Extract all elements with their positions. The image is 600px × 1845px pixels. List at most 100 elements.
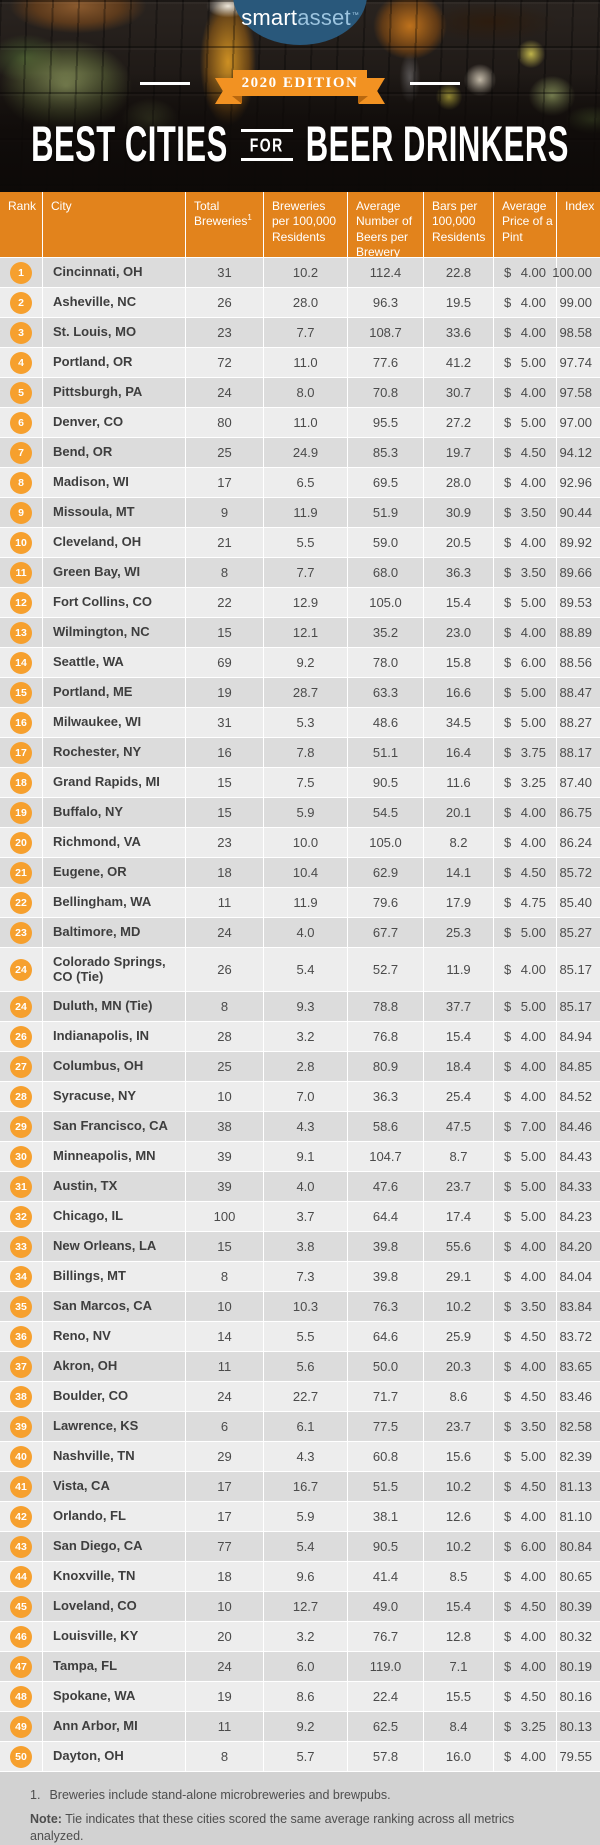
avg-beers-per-brewery-cell: 47.6: [348, 1172, 423, 1201]
breweries-per-100k-cell: 28.0: [264, 288, 347, 317]
column-header-bars: Bars per 100,000 Residents: [424, 192, 493, 257]
table-row: 12 Fort Collins, CO 22 12.9 105.0 15.4 $…: [0, 588, 600, 617]
price-group: $3.50: [504, 1299, 546, 1314]
pint-price-cell: $3.50: [494, 558, 556, 587]
pint-price-cell: $4.00: [494, 1082, 556, 1111]
avg-beers-per-brewery-cell: 35.2: [348, 618, 423, 647]
total-breweries-cell: 11: [186, 888, 263, 917]
dollar-sign: $: [504, 355, 512, 370]
price-group: $4.75: [504, 895, 546, 910]
rank-badge: 6: [10, 411, 32, 434]
table-row: 31 Austin, TX 39 4.0 47.6 23.7 $5.00 84.…: [0, 1172, 600, 1201]
bars-per-100k-cell: 10.2: [424, 1532, 493, 1561]
dollar-sign: $: [504, 415, 512, 430]
price-group: $4.00: [504, 265, 546, 280]
price-amount: 4.00: [520, 475, 546, 490]
breweries-per-100k-cell: 24.9: [264, 438, 347, 467]
avg-beers-per-brewery-cell: 95.5: [348, 408, 423, 437]
breweries-per-100k-cell: 9.3: [264, 992, 347, 1021]
price-amount: 5.00: [520, 1209, 546, 1224]
price-group: $4.50: [504, 1389, 546, 1404]
city-cell: Fort Collins, CO: [43, 588, 185, 617]
price-group: $4.00: [504, 1629, 546, 1644]
breweries-per-100k-cell: 7.5: [264, 768, 347, 797]
rank-cell: 14: [0, 648, 42, 677]
total-breweries-cell: 18: [186, 1562, 263, 1591]
price-amount: 4.50: [520, 1479, 546, 1494]
rank-badge: 24: [10, 958, 32, 981]
total-breweries-cell: 77: [186, 1532, 263, 1561]
avg-beers-per-brewery-cell: 50.0: [348, 1352, 423, 1381]
rank-badge: 32: [10, 1205, 32, 1228]
price-amount: 4.00: [520, 1629, 546, 1644]
pint-price-cell: $4.00: [494, 258, 556, 287]
rank-badge: 45: [10, 1595, 32, 1618]
pint-price-cell: $5.00: [494, 1172, 556, 1201]
breweries-per-100k-cell: 11.9: [264, 888, 347, 917]
breweries-per-100k-cell: 5.3: [264, 708, 347, 737]
avg-beers-per-brewery-cell: 22.4: [348, 1682, 423, 1711]
avg-beers-per-brewery-cell: 96.3: [348, 288, 423, 317]
breweries-per-100k-cell: 16.7: [264, 1472, 347, 1501]
price-amount: 4.00: [520, 1029, 546, 1044]
rank-cell: 21: [0, 858, 42, 887]
dollar-sign: $: [504, 925, 512, 940]
index-cell: 86.24: [557, 828, 600, 857]
avg-beers-per-brewery-cell: 62.5: [348, 1712, 423, 1741]
column-header-per100k: Breweries per 100,000 Residents: [264, 192, 347, 257]
dollar-sign: $: [504, 1329, 512, 1344]
rank-cell: 13: [0, 618, 42, 647]
bars-per-100k-cell: 16.0: [424, 1742, 493, 1771]
price-group: $5.00: [504, 355, 546, 370]
city-cell: Baltimore, MD: [43, 918, 185, 947]
dollar-sign: $: [504, 805, 512, 820]
bars-per-100k-cell: 22.8: [424, 258, 493, 287]
table-row: 6 Denver, CO 80 11.0 95.5 27.2 $5.00 97.…: [0, 408, 600, 437]
avg-beers-per-brewery-cell: 70.8: [348, 378, 423, 407]
column-header-price: Average Price of a Pint: [494, 192, 556, 257]
city-cell: San Francisco, CA: [43, 1112, 185, 1141]
city-cell: New Orleans, LA: [43, 1232, 185, 1261]
table-row: 7 Bend, OR 25 24.9 85.3 19.7 $4.50 94.12: [0, 438, 600, 467]
logo-text-asset: asset: [297, 5, 351, 30]
bars-per-100k-cell: 28.0: [424, 468, 493, 497]
city-cell: Wilmington, NC: [43, 618, 185, 647]
price-amount: 5.00: [520, 685, 546, 700]
city-cell: Milwaukee, WI: [43, 708, 185, 737]
table-body: 1 Cincinnati, OH 31 10.2 112.4 22.8 $4.0…: [0, 258, 600, 1771]
price-group: $4.50: [504, 1479, 546, 1494]
table-row: 22 Bellingham, WA 11 11.9 79.6 17.9 $4.7…: [0, 888, 600, 917]
breweries-per-100k-cell: 6.5: [264, 468, 347, 497]
rank-cell: 32: [0, 1202, 42, 1231]
total-breweries-cell: 25: [186, 438, 263, 467]
bars-per-100k-cell: 12.8: [424, 1622, 493, 1651]
price-group: $4.00: [504, 475, 546, 490]
city-cell: Bellingham, WA: [43, 888, 185, 917]
avg-beers-per-brewery-cell: 57.8: [348, 1742, 423, 1771]
bars-per-100k-cell: 8.2: [424, 828, 493, 857]
table-row: 46 Louisville, KY 20 3.2 76.7 12.8 $4.00…: [0, 1622, 600, 1651]
total-breweries-cell: 14: [186, 1322, 263, 1351]
decorative-line-left: [140, 82, 190, 85]
total-breweries-cell: 15: [186, 618, 263, 647]
dollar-sign: $: [504, 715, 512, 730]
rank-badge: 18: [10, 771, 32, 794]
rank-badge: 2: [10, 291, 32, 314]
price-amount: 4.00: [520, 1509, 546, 1524]
rank-badge: 4: [10, 351, 32, 374]
total-breweries-cell: 26: [186, 288, 263, 317]
bars-per-100k-cell: 17.9: [424, 888, 493, 917]
rank-cell: 29: [0, 1112, 42, 1141]
index-cell: 80.65: [557, 1562, 600, 1591]
bars-per-100k-cell: 15.4: [424, 1022, 493, 1051]
city-cell: Grand Rapids, MI: [43, 768, 185, 797]
city-cell: Dayton, OH: [43, 1742, 185, 1771]
avg-beers-per-brewery-cell: 52.7: [348, 948, 423, 991]
price-group: $7.00: [504, 1119, 546, 1134]
breweries-per-100k-cell: 7.3: [264, 1262, 347, 1291]
index-cell: 81.10: [557, 1502, 600, 1531]
rank-badge: 22: [10, 891, 32, 914]
index-cell: 84.43: [557, 1142, 600, 1171]
avg-beers-per-brewery-cell: 112.4: [348, 258, 423, 287]
price-group: $4.50: [504, 865, 546, 880]
